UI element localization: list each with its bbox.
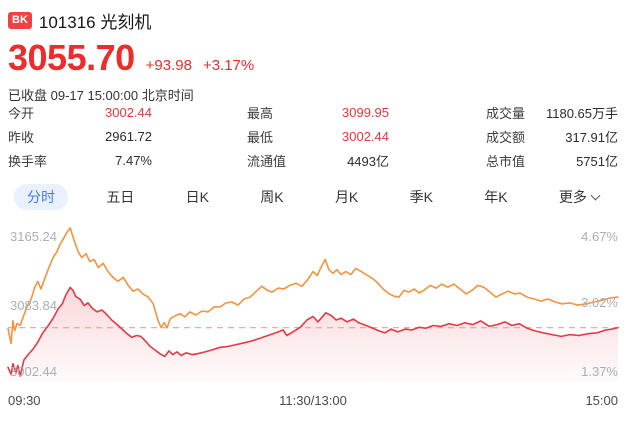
comparison-line	[7, 227, 619, 345]
stats-column-1: 今开 3002.44 昨收 2961.72 换手率 7.47%	[8, 100, 152, 172]
tab-week-k[interactable]: 周K	[247, 184, 296, 210]
stat-row: 今开 3002.44	[8, 100, 152, 124]
tab-label: 分时	[27, 189, 55, 205]
stat-value: 3099.95	[342, 104, 389, 120]
tab-day-k[interactable]: 日K	[173, 184, 222, 210]
header: BK 101316 光刻机 3055.70 +93.98 +3.17% 已收盘 …	[8, 8, 254, 104]
stat-value: 317.91亿	[565, 129, 618, 145]
tab-more[interactable]: 更多	[546, 184, 612, 210]
left-axis-tick: 3083.84	[10, 298, 57, 313]
price-change-percent: +3.17%	[202, 57, 255, 74]
right-axis-tick: 1.37%	[581, 364, 618, 379]
tab-label: 年K	[484, 189, 508, 205]
x-axis-label: 11:30/13:00	[279, 393, 347, 408]
tab-label: 五日	[106, 189, 135, 205]
stat-row: 最高 3099.95	[247, 100, 389, 124]
tab-year-k[interactable]: 年K	[471, 184, 520, 210]
stat-row: 换手率 7.47%	[8, 148, 152, 172]
stat-row: 昨收 2961.72	[8, 124, 152, 148]
price-area-fill	[8, 287, 618, 382]
stats-column-3: 成交量 1180.65万手成交额 317.91亿总市值 5751亿	[486, 100, 618, 172]
left-axis-tick: 3165.24	[10, 229, 57, 244]
stat-label: 最高	[247, 105, 274, 121]
tab-quarter-k[interactable]: 季K	[397, 184, 446, 210]
tab-minute[interactable]: 分时	[14, 184, 68, 210]
stat-label: 成交额	[486, 129, 526, 145]
right-axis-tick: 3.02%	[581, 295, 618, 310]
stat-label: 总市值	[486, 153, 526, 169]
stat-value: 7.47%	[115, 152, 152, 168]
stat-label: 流通值	[247, 153, 287, 169]
stat-label: 最低	[247, 129, 274, 145]
right-axis-tick: 4.67%	[581, 229, 618, 244]
chart-svg	[7, 227, 619, 382]
intraday-chart[interactable]: 3165.24 3083.84 3002.44 4.67% 3.02% 1.37%	[0, 216, 626, 394]
tab-label: 更多	[558, 189, 587, 205]
stats-grid: 今开 3002.44 昨收 2961.72 换手率 7.47% 最高 3099.95 最低 30…	[0, 100, 626, 176]
price-row: 3055.70 +93.98 +3.17%	[8, 40, 254, 76]
page-title: 101316 光刻机	[38, 13, 152, 32]
tab-month-k[interactable]: 月K	[322, 184, 371, 210]
stat-label: 换手率	[8, 153, 48, 169]
stat-row: 最低 3002.44	[247, 124, 389, 148]
current-price: 3055.70	[8, 37, 135, 78]
stat-value: 5751亿	[576, 153, 618, 169]
x-axis-labels: 09:30 11:30/13:00 15:00	[0, 393, 626, 408]
stats-column-2: 最高 3099.95 最低 3002.44 流通值 4493亿	[247, 100, 389, 172]
stat-label: 昨收	[8, 129, 35, 145]
x-axis-label: 09:30	[8, 393, 41, 408]
tab-label: 季K	[409, 189, 433, 205]
tab-five-day[interactable]: 五日	[93, 184, 147, 210]
tab-label: 月K	[334, 189, 359, 205]
stat-value: 1180.65万手	[545, 105, 618, 121]
chevron-down-icon	[590, 190, 601, 201]
stat-label: 今开	[8, 105, 35, 121]
sector-badge: BK	[8, 12, 32, 29]
title-row: BK 101316 光刻机	[8, 8, 254, 33]
stat-label: 成交量	[486, 105, 526, 121]
market-status: 已收盘 09-17 15:00:00 北京时间	[8, 88, 194, 103]
stat-row: 成交量 1180.65万手	[486, 100, 618, 124]
stat-value: 3002.44	[105, 104, 152, 120]
stat-row: 总市值 5751亿	[486, 148, 618, 172]
left-axis-tick: 3002.44	[10, 364, 57, 379]
stat-value: 2961.72	[105, 128, 152, 144]
price-change: +93.98	[145, 57, 192, 74]
tab-label: 日K	[185, 189, 209, 205]
stat-value: 4493亿	[347, 153, 389, 169]
stat-row: 成交额 317.91亿	[486, 124, 618, 148]
stat-value: 3002.44	[342, 128, 389, 144]
price-line	[7, 286, 619, 377]
tab-label: 周K	[260, 189, 284, 205]
chart-canvas	[0, 216, 626, 394]
stat-row: 流通值 4493亿	[247, 148, 389, 172]
tab-bar: 分时 五日 日K 周K 月K 季K 年K 更多	[0, 181, 626, 213]
x-axis-label: 15:00	[585, 393, 618, 408]
